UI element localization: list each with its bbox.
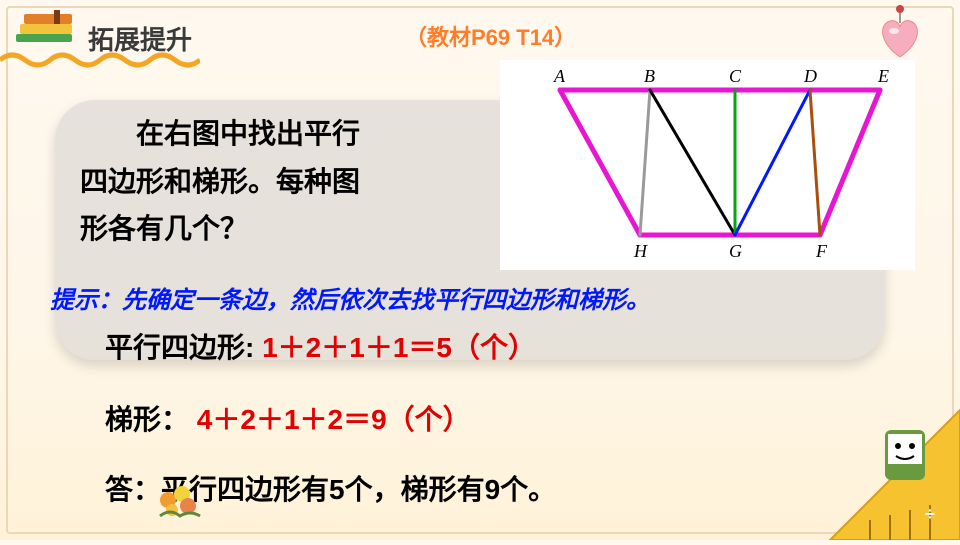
- books-icon: [14, 10, 84, 50]
- parallelogram-line: 平行四边形: 1＋2＋1＋1＝5（个）: [105, 326, 536, 366]
- ruler-character-icon: ÷: [810, 390, 960, 540]
- question-line2: 四边形和梯形。每种图: [80, 166, 360, 197]
- svg-text:B: B: [644, 66, 655, 86]
- parallelogram-expr: 1＋2＋1＋1＝5（个）: [262, 332, 536, 363]
- trapezoid-expr: 4＋2＋1＋2＝9（个）: [197, 404, 471, 435]
- svg-text:A: A: [553, 66, 566, 86]
- svg-text:C: C: [729, 66, 742, 86]
- trapezoid-line: 梯形： 4＋2＋1＋2＝9（个）: [105, 398, 471, 438]
- svg-text:D: D: [803, 66, 817, 86]
- question-line3: 形各有几个？: [80, 213, 248, 244]
- svg-text:G: G: [729, 241, 742, 261]
- flower-icon: [150, 480, 210, 520]
- parallelogram-label: 平行四边形:: [105, 332, 254, 363]
- page-reference: （教材P69 T14）: [405, 20, 576, 52]
- heart-icon: [870, 5, 930, 65]
- svg-text:÷: ÷: [925, 504, 935, 524]
- geometry-figure: A B C D E H G F: [500, 60, 915, 270]
- question-text: 在右图中找出平行 四边形和梯形。每种图 形各有几个？: [80, 110, 460, 253]
- svg-text:H: H: [633, 241, 648, 261]
- svg-text:E: E: [877, 66, 889, 86]
- svg-text:F: F: [815, 241, 828, 261]
- hint-text: 提示：先确定一条边，然后依次去找平行四边形和梯形。: [50, 280, 650, 315]
- title-underline: [0, 50, 200, 70]
- trapezoid-label: 梯形：: [105, 404, 189, 435]
- question-line1: 在右图中找出平行: [136, 118, 360, 149]
